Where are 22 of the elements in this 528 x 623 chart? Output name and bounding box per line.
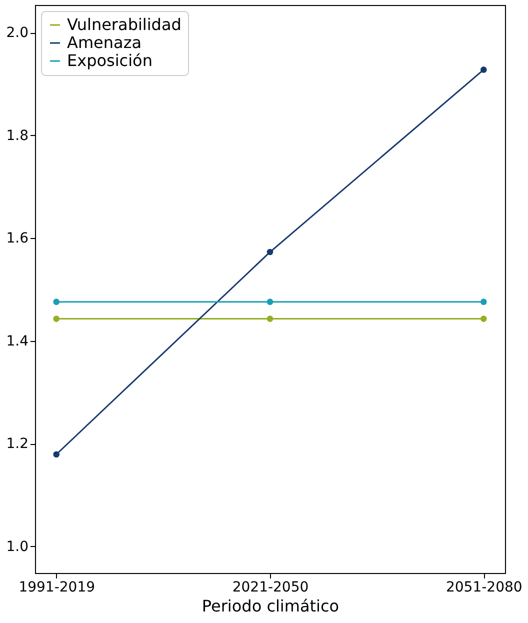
legend-label: Amenaza bbox=[67, 33, 142, 52]
point bbox=[480, 66, 487, 73]
x-tick-label: 2021-2050 bbox=[232, 580, 309, 596]
y-tick-label: 2.0 bbox=[6, 25, 28, 42]
x-axis-title: Periodo climático bbox=[202, 596, 340, 616]
point bbox=[53, 451, 60, 458]
x-tick-label: 1991-2019 bbox=[18, 580, 96, 596]
legend-label: Exposición bbox=[67, 51, 152, 70]
x-tick-label: 2051-2080 bbox=[446, 580, 522, 596]
point bbox=[266, 248, 274, 256]
y-tick-label: 1.4 bbox=[6, 333, 29, 350]
y-tick-label: 1.8 bbox=[6, 128, 28, 144]
point bbox=[53, 316, 60, 322]
point bbox=[266, 298, 274, 305]
legend-label: Vulnerabilidad bbox=[67, 15, 182, 34]
y-tick-label: 1.2 bbox=[6, 436, 28, 452]
point bbox=[266, 316, 274, 322]
point bbox=[480, 316, 487, 322]
y-tick-label: 1.0 bbox=[6, 538, 28, 555]
point bbox=[53, 298, 60, 305]
y-tick-label: 1.6 bbox=[6, 230, 29, 247]
point bbox=[480, 298, 487, 305]
